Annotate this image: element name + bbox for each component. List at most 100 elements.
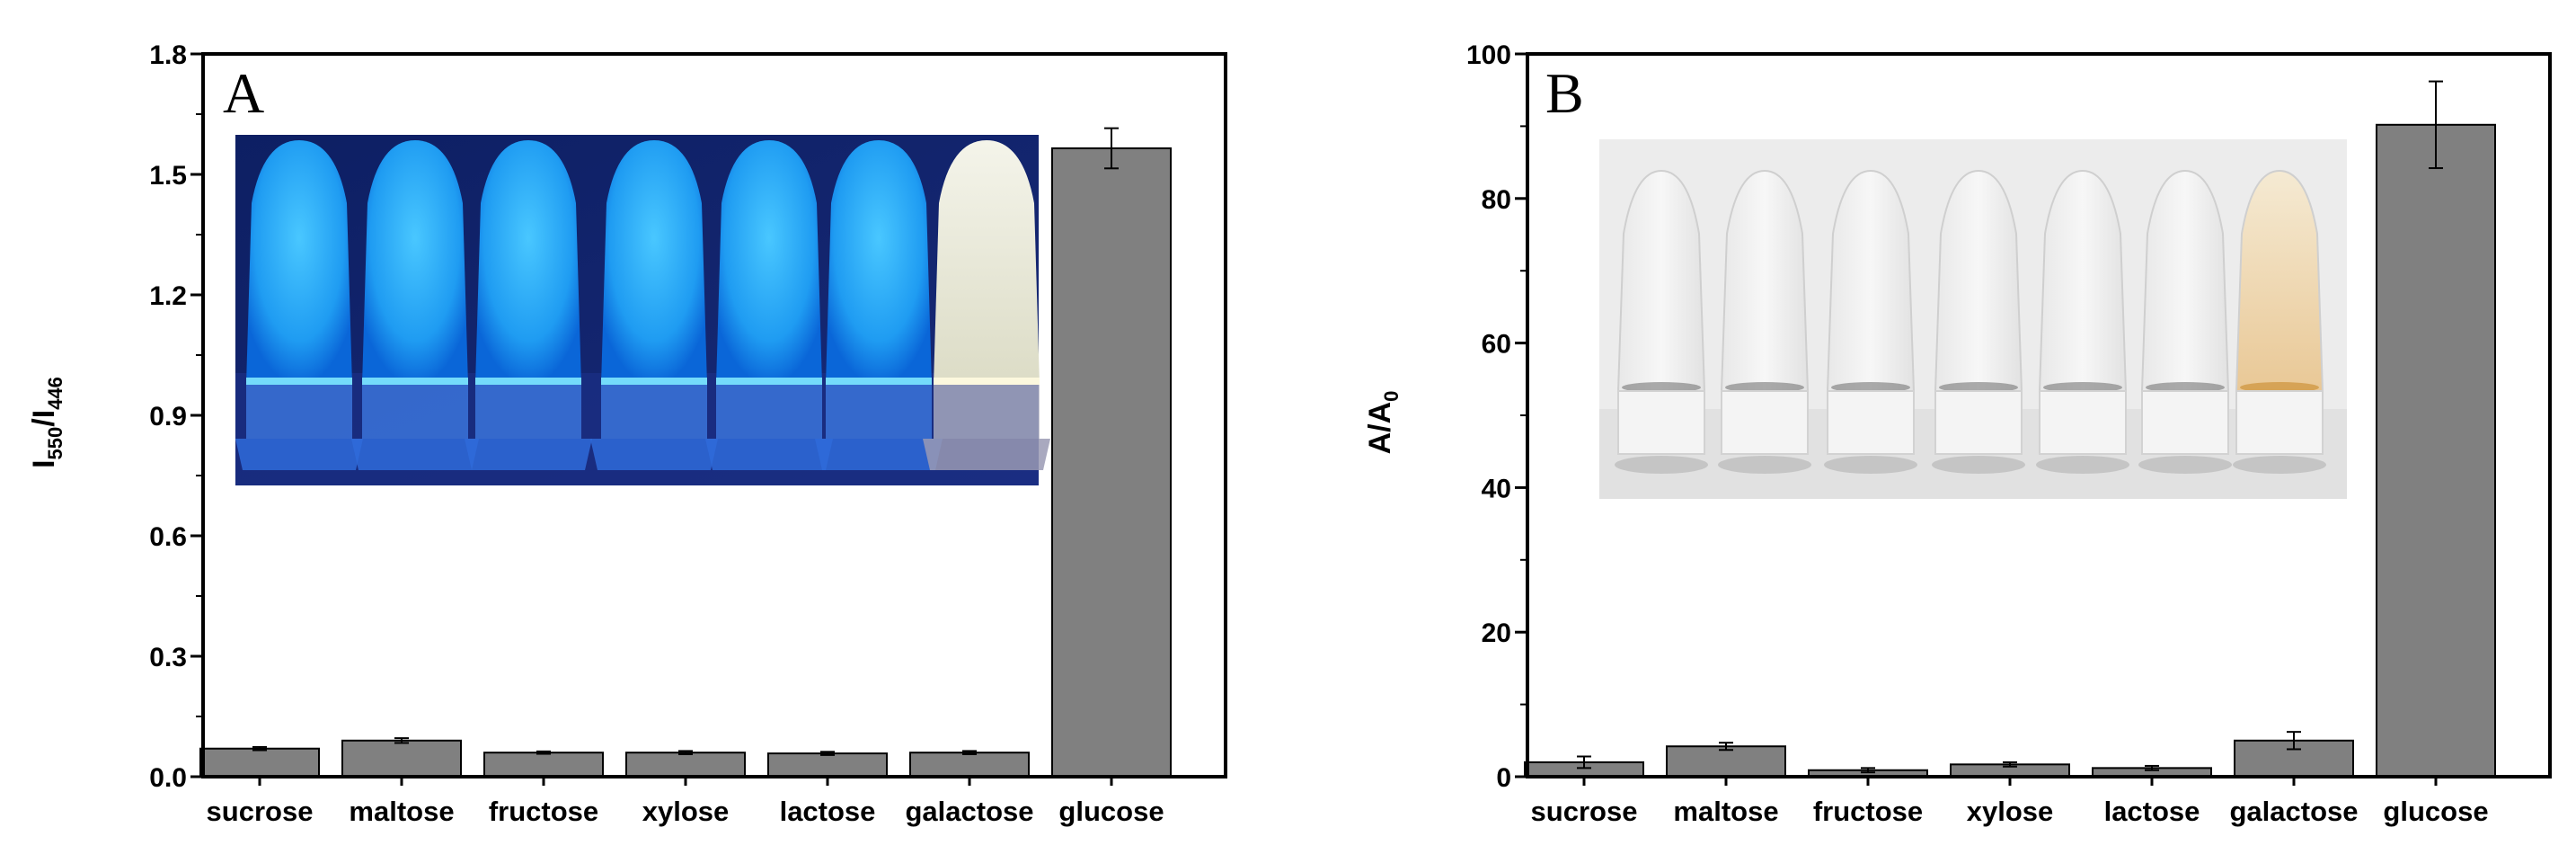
plot-frame <box>201 52 1227 778</box>
tube-base-shadow <box>1824 456 1917 474</box>
tube-clear <box>1616 169 1706 392</box>
tube-lower-body <box>1827 390 1915 455</box>
tube-base-shadow <box>2036 456 2129 474</box>
tube-base <box>351 439 479 470</box>
tube-base <box>590 439 718 470</box>
panel-b-plot-layer: 0 20 40 60 80 100 sucrose maltose fructose xylose… <box>1466 40 2552 827</box>
panel-a-y-axis-title: I550/I446 <box>27 377 66 468</box>
tube-base-shadow <box>1932 456 2025 474</box>
tube-clear <box>1934 169 2023 392</box>
tube-base <box>923 439 1050 470</box>
tube-base <box>815 439 943 470</box>
tube-liquid-line <box>362 378 468 385</box>
bar-maltose <box>1666 745 1786 778</box>
y-axis-title-text: A/A0 <box>1363 391 1403 455</box>
tube-base-shadow <box>2138 456 2232 474</box>
category-label-xylose: xylose <box>642 796 730 827</box>
tube-blue <box>826 140 932 385</box>
bar-sucrose <box>199 747 320 778</box>
y-tick-label: 1.2 <box>149 281 187 311</box>
panel-a-plot-layer: 0.0 0.3 0.6 0.9 1.2 1.5 1.8 sucrose maltose fruct… <box>149 40 1227 827</box>
category-label-fructose: fructose <box>489 796 598 827</box>
plot-frame <box>1526 52 2552 778</box>
tube-lower-body <box>1934 390 2023 455</box>
category-label-maltose: maltose <box>349 796 454 827</box>
category-label-galactose: galactose <box>905 796 1033 827</box>
tube-clear <box>2140 169 2230 392</box>
y-tick-label: 60 <box>1482 330 1511 360</box>
y-tick-label: 0.0 <box>149 763 187 793</box>
y-tick-label: 0.3 <box>149 643 187 672</box>
bar-maltose <box>341 739 462 778</box>
panel-a-letter: A <box>223 61 264 125</box>
tube-lower-body <box>2141 390 2229 455</box>
tube-base <box>705 439 833 470</box>
tube-lower-body <box>362 385 468 439</box>
panel-b-daylight-tubes-photo <box>1599 139 2347 499</box>
category-label-xylose: xylose <box>1967 796 2054 827</box>
category-label-glucose: glucose <box>2383 796 2488 827</box>
tube-clear <box>1720 169 1810 392</box>
tube-blue <box>716 140 822 385</box>
y-tick-label: 100 <box>1466 40 1511 70</box>
tube-lower-body <box>1617 390 1705 455</box>
y-tick-label: 0.9 <box>149 402 187 432</box>
panel-a-uv-tubes-photo <box>235 135 1050 485</box>
category-label-glucose: glucose <box>1058 796 1164 827</box>
panel-b-letter: B <box>1545 61 1584 125</box>
tube-lower-body <box>2039 390 2127 455</box>
tube-lower-body <box>475 385 581 439</box>
y-tick-label: 20 <box>1482 618 1511 648</box>
bar-lactose <box>767 752 888 778</box>
y-tick-label: 40 <box>1482 474 1511 503</box>
tube-pale <box>934 140 1040 385</box>
category-label-fructose: fructose <box>1813 796 1923 827</box>
tube-blue <box>362 140 468 385</box>
tube-lower-body <box>2235 390 2324 455</box>
panel-a-chart: A I550/I446 0.0 0.3 0.6 0.9 1.2 1.5 1.8 sucrose… <box>27 40 1227 827</box>
tube-base <box>465 439 592 470</box>
tube-base-shadow <box>1615 456 1708 474</box>
y-tick-label: 1.5 <box>149 161 187 191</box>
tube-clear <box>1826 169 1916 392</box>
tube-blue <box>246 140 352 385</box>
tube-lower-body <box>716 385 822 439</box>
tube-liquid-line <box>475 378 581 385</box>
y-tick-label: 1.8 <box>149 40 187 70</box>
tube-liquid-line <box>601 378 707 385</box>
category-label-sucrose: sucrose <box>1531 796 1638 827</box>
panel-b-chart: B A/A0 0 20 40 60 80 100 sucrose maltose fructos… <box>1363 40 2552 827</box>
tube-blue <box>475 140 581 385</box>
tube-yellow <box>2235 169 2324 392</box>
bar-glucose <box>2376 123 2496 778</box>
tube-liquid-line <box>246 378 352 385</box>
tube-base-shadow <box>2233 456 2326 474</box>
category-label-sucrose: sucrose <box>207 796 314 827</box>
tube-clear <box>2038 169 2128 392</box>
tube-lower-body <box>601 385 707 439</box>
tube-liquid-line <box>716 378 822 385</box>
y-tick-label: 0.6 <box>149 522 187 552</box>
category-label-lactose: lactose <box>2104 796 2200 827</box>
bar-galactose <box>909 752 1030 778</box>
y-tick-label: 80 <box>1482 185 1511 215</box>
y-axis-title-text: I550/I446 <box>27 377 66 468</box>
y-tick-label: 0 <box>1496 763 1511 793</box>
category-label-lactose: lactose <box>780 796 876 827</box>
bar-xylose <box>625 752 746 778</box>
bar-fructose <box>483 752 604 778</box>
panel-b-y-axis-title: A/A0 <box>1363 391 1403 455</box>
bar-glucose <box>1051 147 1172 778</box>
category-label-galactose: galactose <box>2229 796 2358 827</box>
tube-lower-body <box>246 385 352 439</box>
tube-blue <box>601 140 707 385</box>
tube-lower-body <box>1721 390 1809 455</box>
tube-lower-body <box>826 385 932 439</box>
tube-base-shadow <box>1718 456 1811 474</box>
tube-liquid-line <box>934 378 1040 385</box>
tube-liquid-line <box>826 378 932 385</box>
category-label-maltose: maltose <box>1673 796 1778 827</box>
tube-base <box>235 439 363 470</box>
tube-lower-body <box>934 385 1040 439</box>
